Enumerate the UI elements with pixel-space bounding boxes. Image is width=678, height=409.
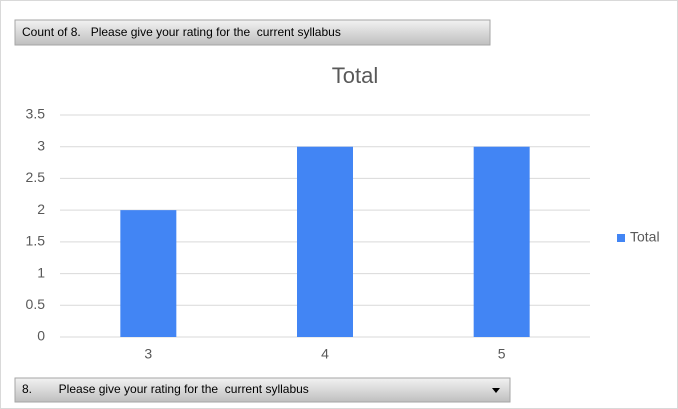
- x-tick-label: 3: [144, 346, 152, 362]
- y-tick-label: 1: [37, 264, 45, 280]
- axis-field-label: 8. Please give your rating for the curre…: [22, 382, 309, 396]
- bar: [297, 146, 353, 337]
- x-tick-label: 4: [321, 346, 329, 362]
- bar: [473, 146, 530, 337]
- legend-swatch: [617, 234, 625, 242]
- dropdown-arrow: [492, 388, 500, 393]
- x-tick-label: 5: [498, 346, 506, 362]
- y-tick-label: 3: [37, 137, 45, 153]
- value-field-label: Count of 8. Please give your rating for …: [22, 25, 341, 39]
- y-tick-label: 2: [37, 201, 45, 217]
- y-tick-label: 0.5: [26, 296, 46, 312]
- axis-field-button[interactable]: [14, 377, 511, 403]
- y-tick-label: 3.5: [26, 106, 46, 122]
- chart-title: Total: [332, 63, 378, 88]
- y-tick-label: 1.5: [26, 233, 46, 249]
- bar: [120, 210, 177, 337]
- value-field-button[interactable]: [14, 19, 491, 46]
- legend-label: Total: [630, 229, 660, 245]
- y-tick-label: 0: [37, 328, 45, 344]
- y-tick-label: 2.5: [26, 169, 46, 185]
